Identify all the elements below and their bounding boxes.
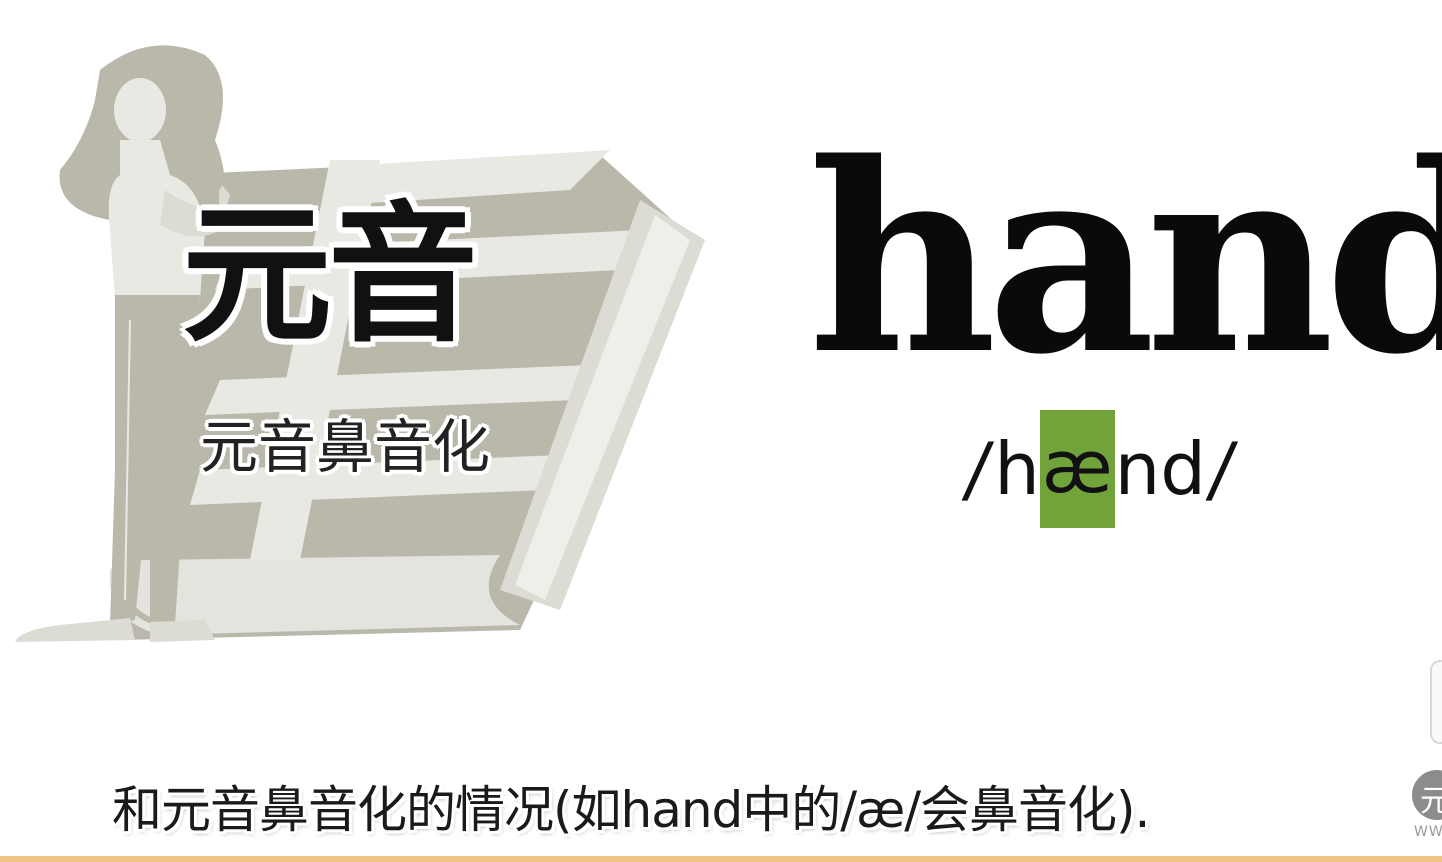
side-panel-tab[interactable] <box>1430 660 1442 744</box>
woman-torso <box>108 140 205 300</box>
vocab-word: hand <box>808 107 1442 412</box>
topic-subtitle: 元音鼻音化 <box>200 413 491 481</box>
woman-leg-right <box>150 295 200 628</box>
ipa-transcription: / h æ nd / <box>960 410 1240 528</box>
channel-logo-glyph: 元 <box>1420 784 1442 819</box>
woman-foot-left <box>15 618 135 642</box>
channel-logo-icon: 元 <box>1412 770 1442 820</box>
woman-foot-right <box>150 620 215 642</box>
topic-title: 元音 <box>182 187 478 363</box>
video-subtitle-caption: 和元音鼻音化的情况(如hand中的/æ/会鼻音化). <box>112 781 1150 839</box>
book-page-5 <box>250 160 380 560</box>
ipa-close-slash: / <box>1204 427 1241 511</box>
ipa-segment-after: nd <box>1114 427 1206 511</box>
woman-arm <box>160 185 230 237</box>
book-spine <box>109 555 520 635</box>
channel-url-watermark: WW <box>1414 824 1442 840</box>
phone <box>205 182 219 208</box>
video-progress-bar[interactable] <box>0 856 1442 862</box>
woman-leg-left <box>110 295 160 625</box>
woman-face <box>114 78 166 142</box>
ipa-segment-before: h <box>994 427 1040 511</box>
ipa-highlighted-vowel: æ <box>1039 410 1115 528</box>
book-page-1 <box>340 150 610 205</box>
woman-with-book-illustration <box>15 45 705 642</box>
